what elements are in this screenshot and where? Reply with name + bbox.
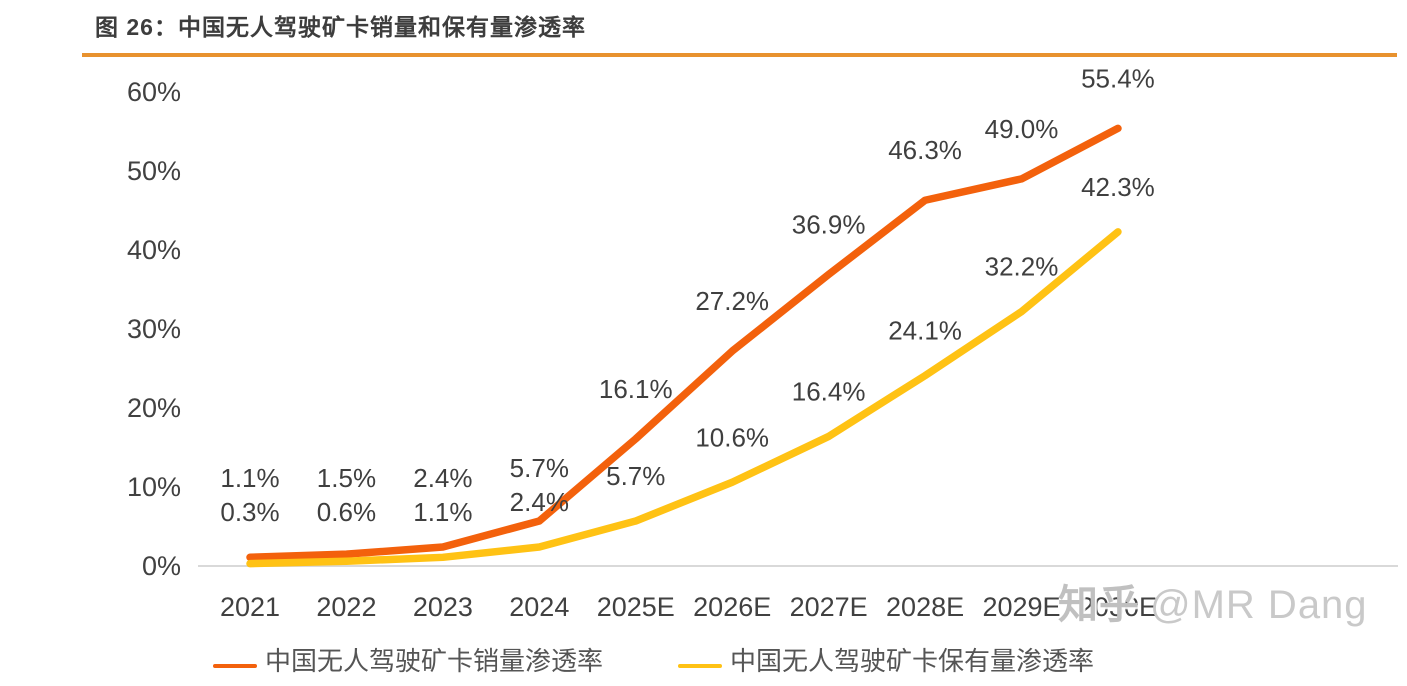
data-label-sales: 46.3% bbox=[888, 135, 962, 165]
data-label-holdings: 32.2% bbox=[985, 252, 1059, 282]
chart-legend: 中国无人驾驶矿卡销量渗透率 中国无人驾驶矿卡保有量渗透率 bbox=[0, 646, 1407, 686]
data-label-sales: 27.2% bbox=[695, 286, 769, 316]
x-axis-label: 2021 bbox=[220, 592, 280, 622]
data-label-sales: 49.0% bbox=[985, 114, 1059, 144]
legend-label-sales-penetration: 中国无人驾驶矿卡销量渗透率 bbox=[265, 646, 604, 676]
legend-label-holdings-penetration: 中国无人驾驶矿卡保有量渗透率 bbox=[730, 646, 1095, 676]
watermark-handle: @MR Dang bbox=[1150, 583, 1368, 627]
sales-penetration-line bbox=[246, 124, 1122, 562]
x-axis-label: 2027E bbox=[790, 592, 868, 622]
line-chart: 60% 50% 40% 30% 20% 10% 0% 2021 2022 2023 2024 2025… bbox=[127, 63, 1398, 622]
data-label-holdings: 0.6% bbox=[317, 497, 376, 527]
y-tick-label: 40% bbox=[127, 235, 181, 265]
data-label-sales: 5.7% bbox=[510, 453, 569, 483]
legend-item-sales-penetration: 中国无人驾驶矿卡销量渗透率 bbox=[213, 646, 603, 676]
data-label-sales: 55.4% bbox=[1081, 63, 1155, 93]
data-label-holdings: 1.1% bbox=[413, 497, 472, 527]
y-tick-label: 60% bbox=[127, 77, 181, 107]
data-label-sales: 2.4% bbox=[413, 463, 472, 493]
y-tick-label: 50% bbox=[127, 156, 181, 186]
legend-item-holdings-penetration: 中国无人驾驶矿卡保有量渗透率 bbox=[678, 646, 1094, 676]
x-axis-label: 2029E bbox=[982, 592, 1060, 622]
data-label-holdings: 0.3% bbox=[220, 497, 279, 527]
data-label-sales: 1.5% bbox=[317, 463, 376, 493]
y-tick-label: 0% bbox=[142, 551, 181, 581]
y-tick-label: 30% bbox=[127, 314, 181, 344]
y-tick-label: 10% bbox=[127, 472, 181, 502]
data-label-sales: 1.1% bbox=[220, 463, 279, 493]
holdings-line-marker bbox=[678, 664, 722, 668]
watermark: 知乎 @MR Dang bbox=[1058, 572, 1368, 630]
figure-title: 图 26：中国无人驾驶矿卡销量和保有量渗透率 bbox=[95, 14, 586, 40]
y-tick-label: 20% bbox=[127, 393, 181, 423]
sales-line-marker bbox=[213, 664, 257, 668]
zhihu-brand-text: 知乎 bbox=[1058, 583, 1140, 627]
data-label-holdings: 10.6% bbox=[695, 422, 769, 452]
figure-page: 图 26：中国无人驾驶矿卡销量和保有量渗透率 60% 50% 40% 30% 20% 10… bbox=[82, 14, 1398, 676]
x-axis-label: 2025E bbox=[597, 592, 675, 622]
data-label-holdings: 24.1% bbox=[888, 316, 962, 346]
data-label-holdings: 16.4% bbox=[792, 376, 866, 406]
x-axis-label: 2030E bbox=[1079, 592, 1157, 622]
holdings-penetration-line bbox=[246, 228, 1122, 568]
chart-canvas: 60% 50% 40% 30% 20% 10% 0% 2021 2022 2023 2024 2025… bbox=[127, 63, 1398, 622]
data-label-holdings: 42.3% bbox=[1081, 172, 1155, 202]
title-accent-rule bbox=[82, 53, 1397, 57]
x-axis-label: 2028E bbox=[886, 592, 964, 622]
data-label-sales: 16.1% bbox=[599, 374, 673, 404]
data-label-holdings: 2.4% bbox=[510, 487, 569, 517]
x-axis-label: 2023 bbox=[413, 592, 473, 622]
x-axis-label: 2024 bbox=[509, 592, 569, 622]
x-axis-label: 2026E bbox=[693, 592, 771, 622]
data-label-holdings: 5.7% bbox=[606, 461, 665, 491]
data-label-sales: 36.9% bbox=[792, 209, 866, 239]
x-axis-label: 2022 bbox=[316, 592, 376, 622]
